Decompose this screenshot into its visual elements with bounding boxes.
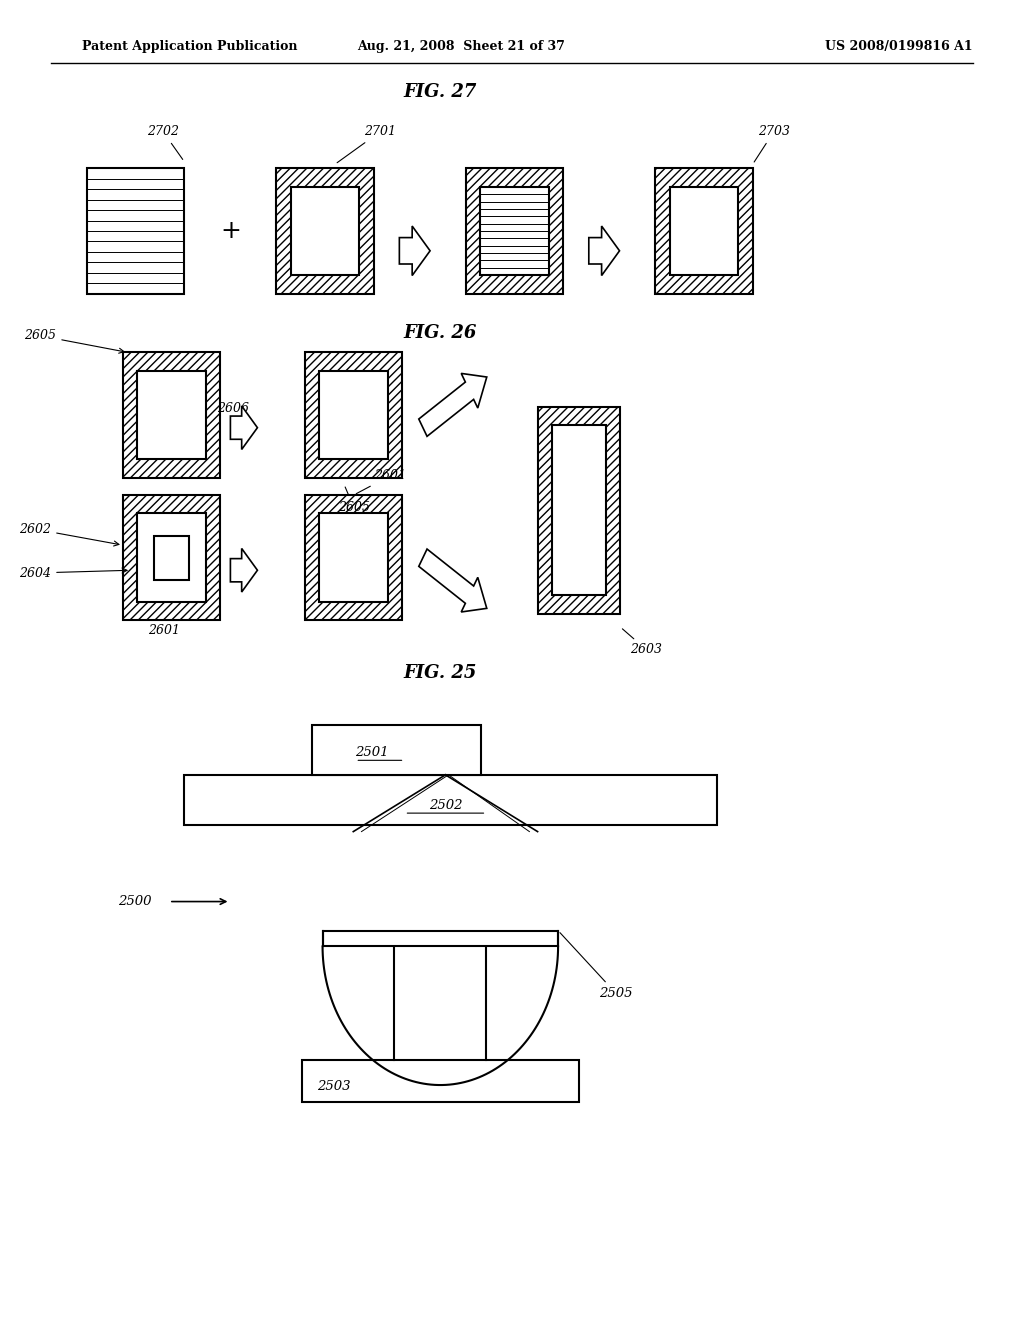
Bar <box>466 169 563 294</box>
Text: 2503: 2503 <box>317 1080 351 1093</box>
Text: Patent Application Publication: Patent Application Publication <box>82 40 297 53</box>
Text: 2501: 2501 <box>355 746 389 759</box>
Text: Aug. 21, 2008  Sheet 21 of 37: Aug. 21, 2008 Sheet 21 of 37 <box>356 40 565 53</box>
Bar <box>538 407 621 614</box>
Text: 2604: 2604 <box>19 566 127 579</box>
Text: 2606: 2606 <box>217 403 249 416</box>
Bar <box>655 169 753 294</box>
Bar <box>276 169 374 294</box>
Bar <box>538 407 621 614</box>
Bar <box>480 186 549 276</box>
Text: 2605: 2605 <box>25 329 124 354</box>
FancyArrow shape <box>419 549 486 612</box>
Text: 2605: 2605 <box>338 487 370 513</box>
FancyArrow shape <box>419 374 486 437</box>
Text: 2601: 2601 <box>148 624 180 638</box>
FancyArrow shape <box>230 549 257 591</box>
Bar <box>670 186 738 276</box>
Text: US 2008/0199816 A1: US 2008/0199816 A1 <box>825 40 973 53</box>
Bar <box>137 371 206 459</box>
Bar <box>312 725 481 775</box>
Bar <box>123 495 220 620</box>
Bar <box>87 169 184 294</box>
Text: 2703: 2703 <box>754 125 790 162</box>
Bar <box>123 495 220 620</box>
FancyArrow shape <box>589 226 620 276</box>
Text: FIG. 26: FIG. 26 <box>403 323 477 342</box>
FancyArrow shape <box>230 407 257 449</box>
Bar <box>305 495 402 620</box>
Text: 2602: 2602 <box>19 523 119 546</box>
Text: 2505: 2505 <box>560 933 633 999</box>
Text: 2603: 2603 <box>623 628 663 656</box>
Bar <box>552 425 606 595</box>
Bar <box>123 352 220 478</box>
Bar <box>276 169 374 294</box>
Bar <box>305 352 402 478</box>
Bar <box>305 495 402 620</box>
Bar <box>302 1060 579 1102</box>
Text: FIG. 27: FIG. 27 <box>403 83 477 102</box>
Bar <box>155 536 188 579</box>
Bar <box>323 931 558 946</box>
Text: 2702: 2702 <box>147 125 182 160</box>
Text: 2500: 2500 <box>118 895 152 908</box>
Bar <box>123 352 220 478</box>
Bar <box>319 371 388 459</box>
Bar <box>655 169 753 294</box>
Text: +: + <box>220 219 241 243</box>
Bar <box>291 186 359 276</box>
Text: 2701: 2701 <box>337 125 396 162</box>
Bar <box>144 523 199 593</box>
FancyArrow shape <box>399 226 430 276</box>
Bar <box>319 513 388 602</box>
Text: 2502: 2502 <box>429 799 462 812</box>
Bar <box>305 352 402 478</box>
Bar <box>184 775 717 825</box>
Text: FIG. 25: FIG. 25 <box>403 664 477 682</box>
Bar <box>466 169 563 294</box>
Bar <box>144 523 199 593</box>
Bar <box>137 513 206 602</box>
Text: 2601: 2601 <box>356 469 407 494</box>
